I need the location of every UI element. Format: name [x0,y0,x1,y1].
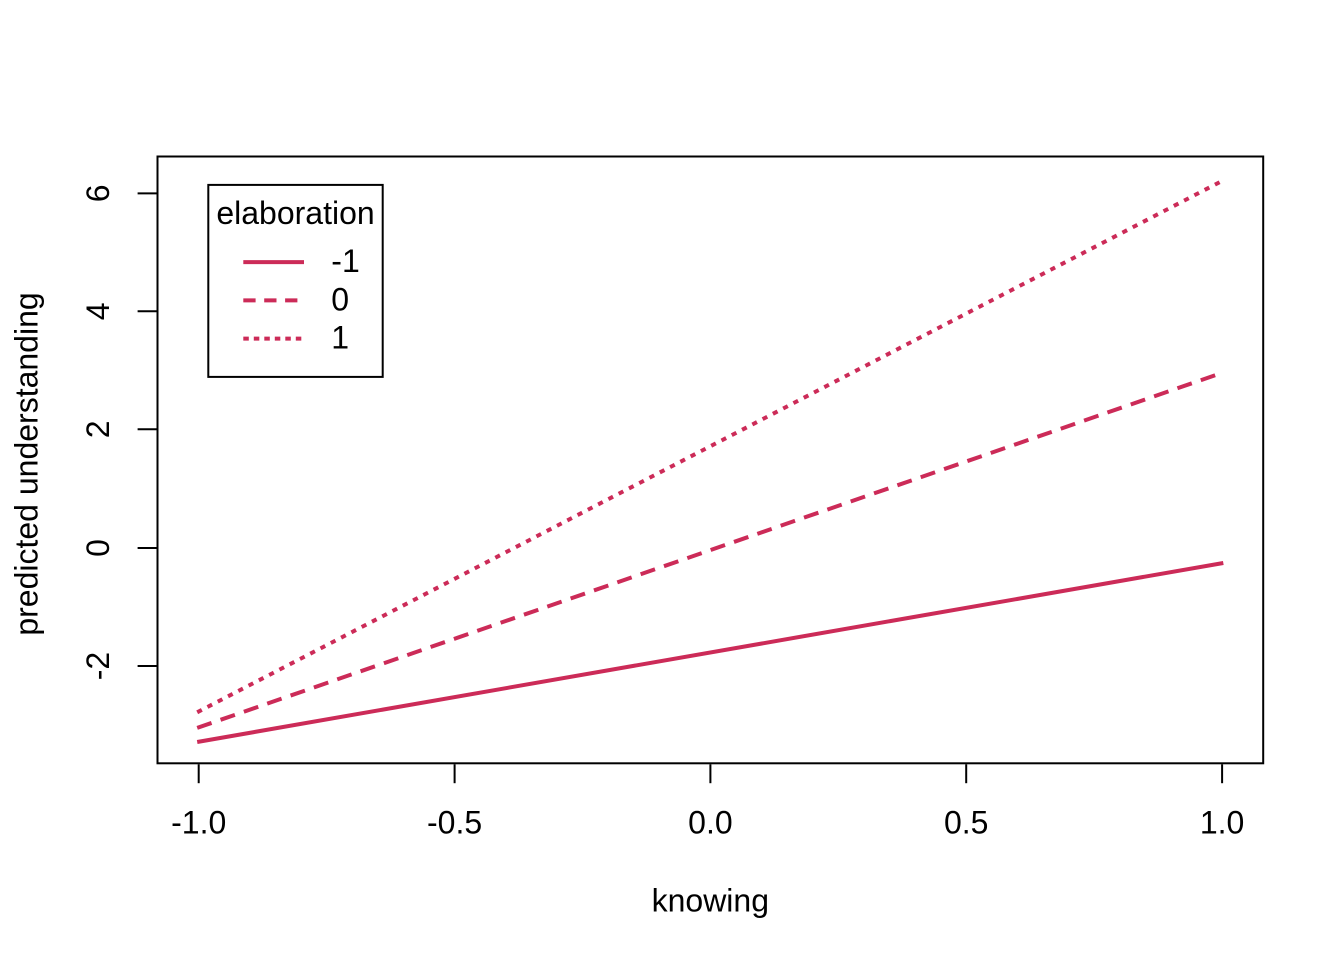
svg-text:0.0: 0.0 [688,805,732,841]
svg-text:4: 4 [80,302,116,320]
svg-text:2: 2 [80,420,116,438]
svg-text:0.5: 0.5 [944,805,988,841]
svg-text:predicted understanding: predicted understanding [9,292,45,635]
svg-text:-2: -2 [80,652,116,680]
svg-text:knowing: knowing [652,883,769,919]
svg-text:1: 1 [331,320,349,356]
svg-text:0: 0 [331,281,349,317]
svg-text:-1: -1 [331,243,359,279]
svg-text:elaboration: elaboration [216,195,374,231]
svg-text:-0.5: -0.5 [427,805,482,841]
svg-text:6: 6 [80,185,116,203]
svg-text:1.0: 1.0 [1200,805,1244,841]
svg-text:0: 0 [80,539,116,557]
svg-text:-1.0: -1.0 [171,805,226,841]
